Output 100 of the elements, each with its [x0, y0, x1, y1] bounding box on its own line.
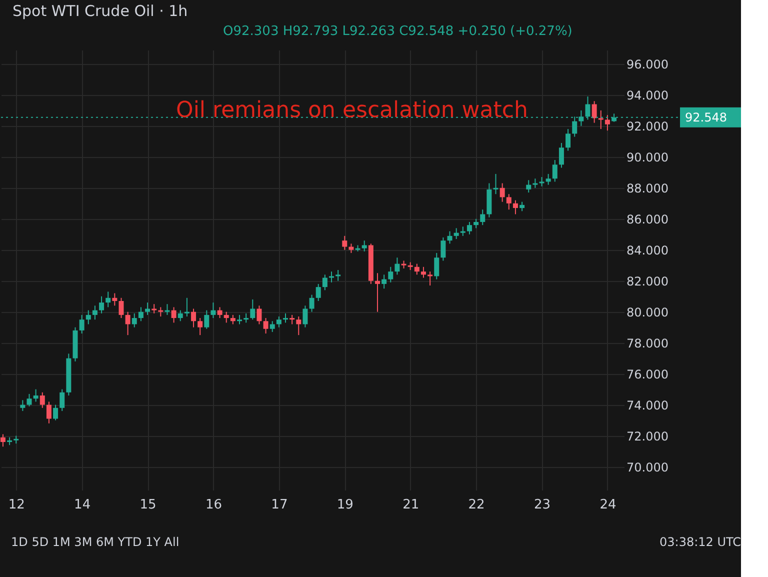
candlestick	[145, 302, 150, 316]
candlestick	[604, 114, 610, 132]
candlestick	[283, 312, 288, 324]
y-tick-label: 74.000	[626, 398, 668, 412]
candlestick	[506, 194, 512, 210]
candlestick	[270, 320, 275, 332]
candlestick	[512, 200, 518, 215]
candlestick	[53, 404, 58, 421]
candlestick	[328, 271, 334, 283]
candlestick	[92, 305, 98, 320]
candlestick	[382, 274, 387, 290]
x-tick-label: 22	[468, 498, 485, 512]
candlestick	[217, 306, 222, 319]
x-tick-label: 12	[8, 498, 25, 512]
candlestick	[158, 306, 164, 317]
candlestick	[276, 316, 282, 328]
candlestick	[532, 178, 538, 188]
candlestick	[33, 388, 38, 402]
candlestick	[460, 226, 466, 236]
candlestick	[546, 173, 551, 186]
y-tick-label: 80.000	[626, 305, 668, 320]
candlestick	[198, 318, 203, 336]
candlestick	[60, 388, 65, 412]
candlestick	[118, 297, 124, 319]
y-tick-label: 96.000	[626, 57, 668, 72]
candlestick	[138, 306, 144, 322]
ref-line-label: 92.548	[685, 110, 727, 124]
candlestick	[191, 308, 196, 328]
candlestick	[500, 182, 505, 202]
candlestick	[244, 312, 249, 324]
x-tick-label: 16	[205, 498, 222, 512]
candlestick	[250, 298, 256, 320]
candlestick	[164, 304, 170, 316]
candlestick	[316, 283, 321, 302]
y-tick-label: 82.000	[626, 274, 668, 288]
candlestick	[362, 240, 367, 252]
candlestick	[178, 310, 183, 322]
candlestick	[414, 263, 420, 276]
candlestick	[99, 296, 104, 314]
candlestick	[86, 310, 91, 325]
candlestick	[237, 314, 242, 325]
y-tick-label: 78.000	[626, 336, 668, 350]
candlestick	[112, 292, 118, 306]
text: 03:38:12 UTC	[660, 535, 741, 549]
candlestick	[302, 305, 308, 328]
candlestick	[210, 302, 216, 319]
candlestick	[592, 100, 597, 124]
y-tick-label: 92.000	[626, 119, 668, 134]
candlestick	[447, 230, 452, 244]
candlestick	[440, 236, 446, 262]
candlestick	[520, 201, 525, 212]
x-tick-label: 23	[534, 498, 551, 512]
x-tick-label: 24	[600, 498, 616, 512]
text: 1D 5D 1M 3M 6M YTD 1Y All	[11, 535, 180, 549]
x-tick-label: 17	[271, 498, 288, 512]
text: O92.303 H92.793 L92.263 C92.548 +0.250 (+0.27%)	[223, 24, 572, 39]
candlestick	[454, 228, 459, 240]
candlestick	[420, 266, 426, 278]
y-tick-label: 94.000	[626, 88, 668, 102]
candlestick	[256, 305, 262, 325]
candlestick	[26, 393, 32, 407]
candlestick	[428, 271, 433, 286]
x-tick-label: 14	[74, 498, 91, 512]
candlestick	[290, 314, 295, 325]
y-tick-label: 76.000	[626, 367, 668, 382]
candlestick	[263, 318, 268, 334]
candlestick	[336, 270, 341, 282]
candlestick	[394, 257, 400, 276]
candlestick	[480, 209, 486, 226]
candlestick	[342, 235, 348, 250]
candlestick	[348, 243, 354, 254]
x-tick-label: 15	[140, 498, 156, 512]
candlestick	[230, 314, 236, 325]
y-tick-label: 86.000	[626, 212, 668, 226]
candlestick	[79, 314, 84, 334]
candlestick	[374, 272, 380, 312]
candlestick	[224, 311, 229, 324]
candlestick	[132, 312, 137, 328]
y-tick-label: 70.000	[626, 460, 668, 474]
candlestick	[466, 221, 472, 235]
candlestick	[539, 176, 544, 187]
candlestick	[125, 311, 130, 336]
candlestick	[106, 291, 111, 308]
y-tick-label: 88.000	[626, 181, 668, 196]
candlestick	[566, 128, 571, 152]
candlestick	[526, 180, 532, 194]
candlestick	[598, 110, 604, 130]
candlestick	[474, 218, 479, 229]
candlestick	[204, 310, 210, 330]
x-tick-label: 21	[402, 498, 420, 512]
candlestick	[434, 252, 440, 280]
candlestick	[0, 434, 6, 448]
chart-title: Spot WTI Crude Oil · 1h	[12, 2, 188, 20]
candlestick	[493, 173, 498, 195]
y-tick-label: 90.000	[626, 150, 668, 164]
candlestick	[296, 316, 302, 336]
annotation: Oil remians on escalation watch	[176, 98, 528, 123]
candlestick	[20, 400, 26, 412]
candlestick	[46, 401, 52, 424]
y-tick-label: 84.000	[626, 243, 668, 258]
